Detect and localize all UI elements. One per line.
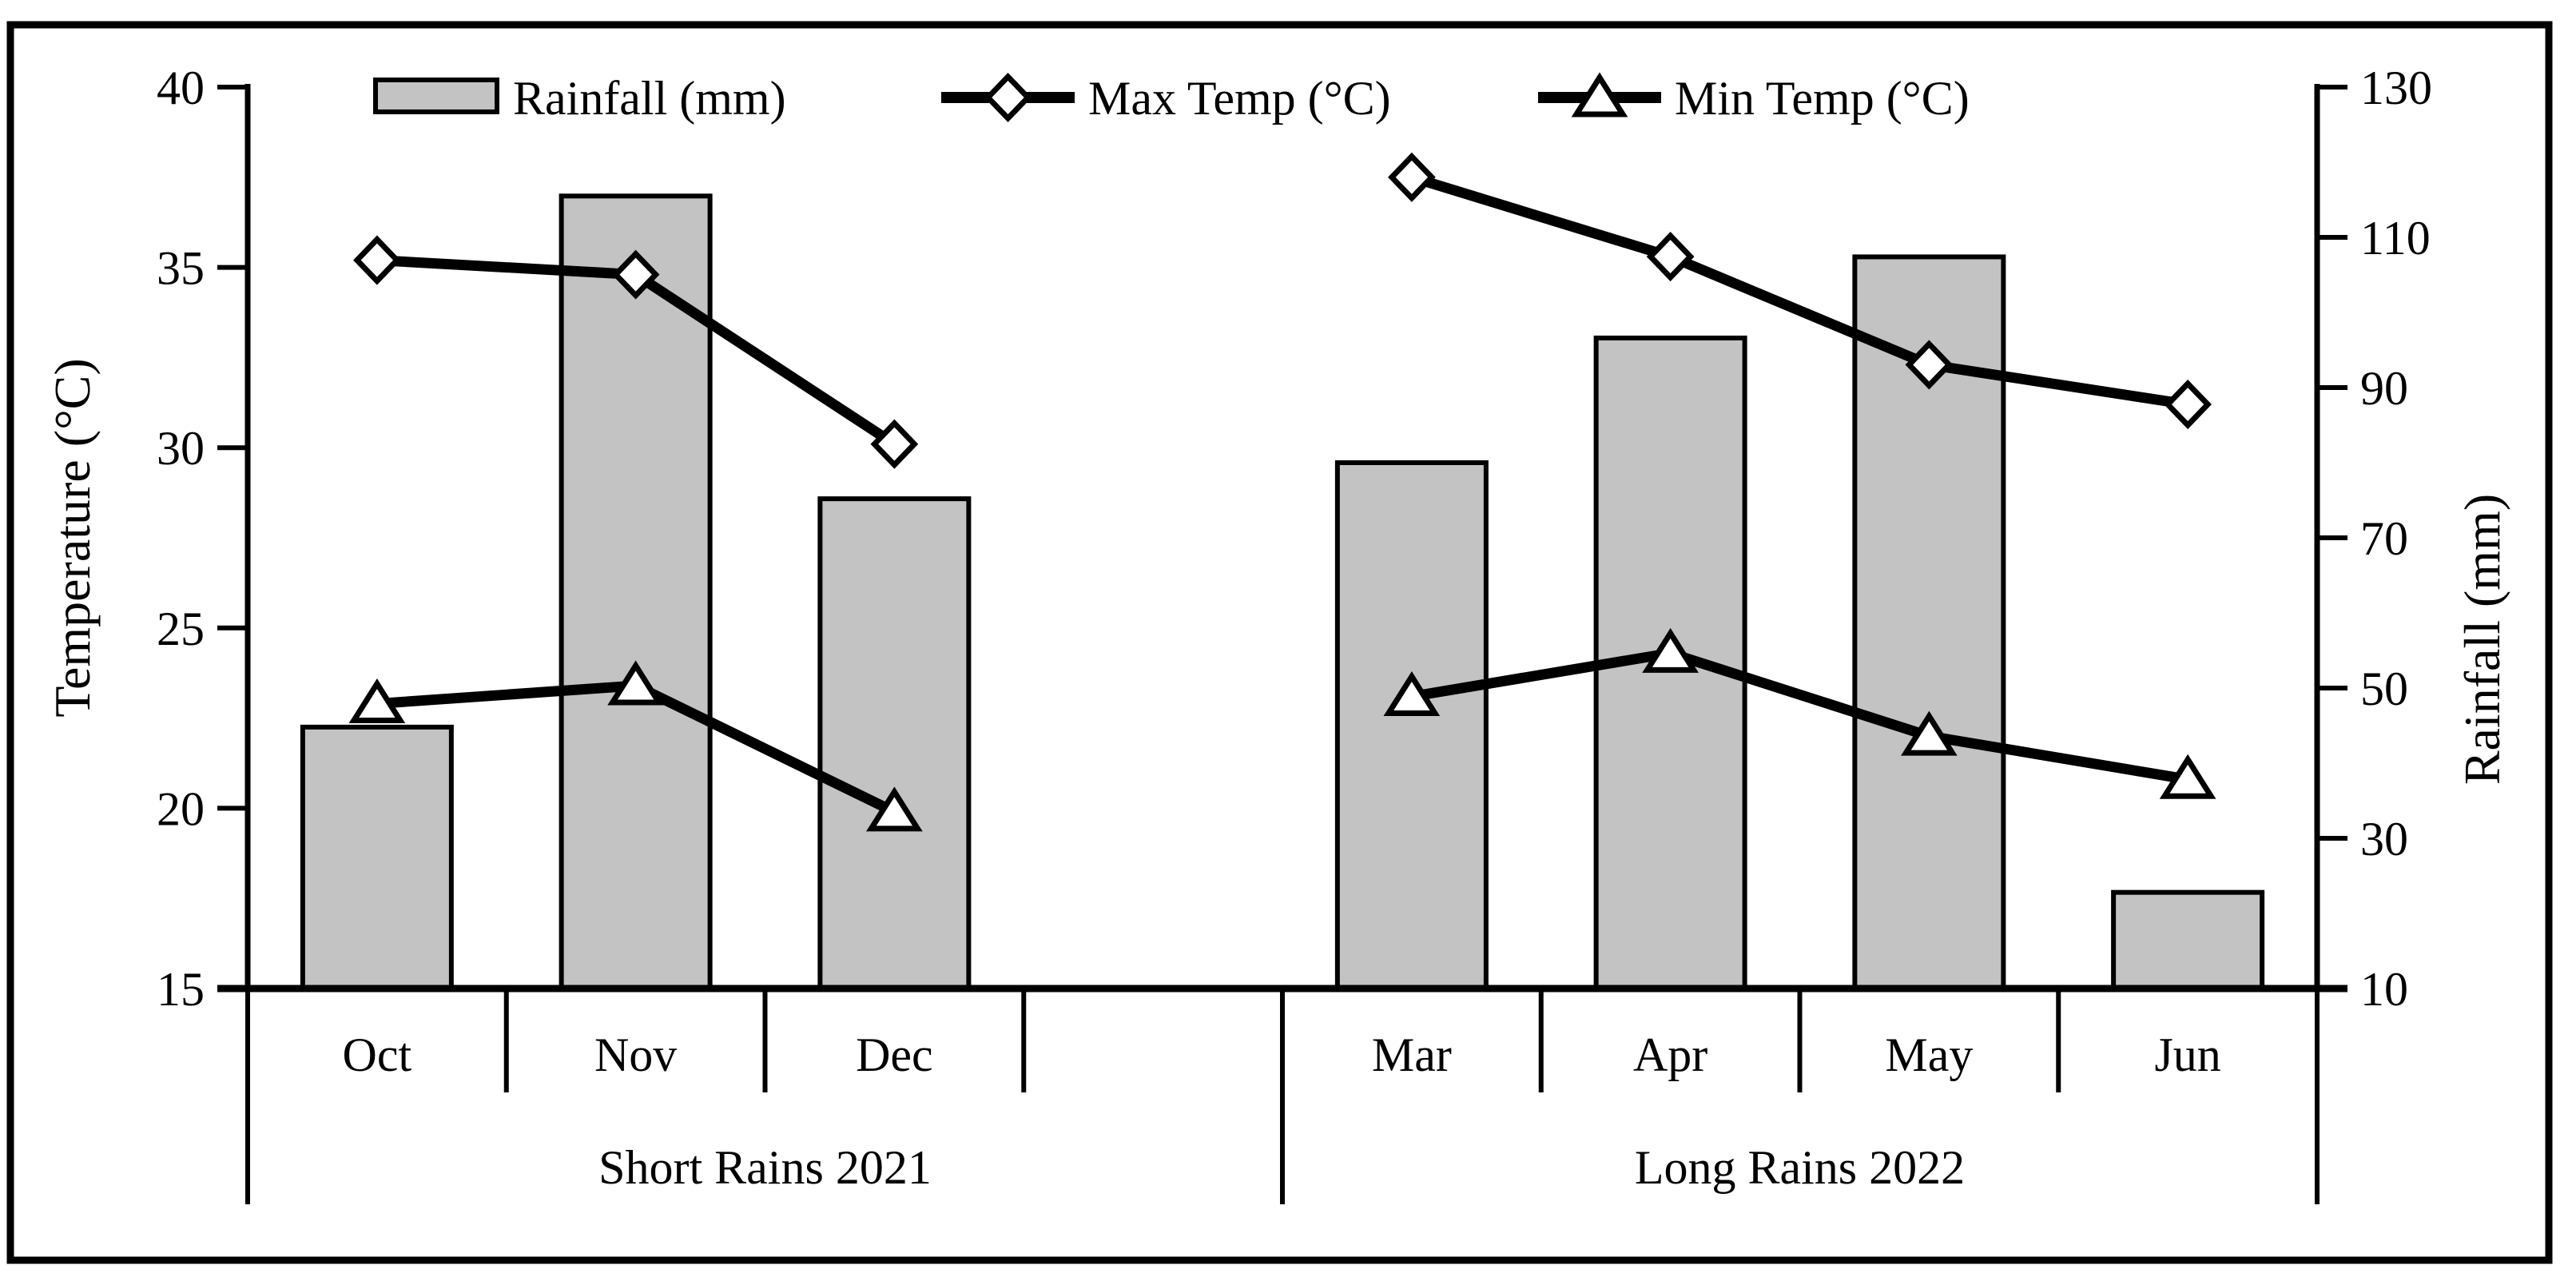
diamond-marker-oct — [353, 235, 401, 285]
triangle-marker-mar — [1383, 670, 1441, 717]
right-axis-tick-label: 10 — [2360, 963, 2408, 1016]
month-label-nov: Nov — [594, 1028, 677, 1081]
legend-label-min-temp-c: Min Temp (°C) — [1675, 72, 1970, 125]
left-axis-tick-label: 40 — [157, 62, 205, 114]
figure-border — [6, 21, 2553, 1264]
month-label-mar: Mar — [1372, 1028, 1452, 1081]
triangle-marker-nov — [607, 660, 664, 706]
group-label-short-rains-2021: Short Rains 2021 — [598, 1141, 932, 1194]
bar-oct — [300, 724, 454, 991]
left-axis-tick-label: 30 — [157, 422, 205, 475]
month-label-jun: Jun — [2154, 1028, 2220, 1081]
right-axis-tick-label: 50 — [2360, 662, 2408, 715]
right-axis-tick-label: 70 — [2360, 512, 2408, 565]
left-axis-tick-label: 20 — [157, 782, 205, 835]
month-label-dec: Dec — [856, 1028, 933, 1081]
legend-triangle-marker — [1571, 72, 1628, 117]
diamond-marker-apr — [1646, 232, 1695, 282]
right-axis-tick-label: 90 — [2360, 362, 2408, 415]
right-axis-tick-label: 30 — [2360, 813, 2408, 865]
bar-mar — [1334, 460, 1489, 991]
legend-diamond-marker — [984, 72, 1032, 123]
diamond-marker-dec — [870, 419, 919, 469]
month-label-oct: Oct — [343, 1028, 412, 1081]
diamond-marker-nov — [611, 249, 660, 300]
legend-swatch-rainfall-mm — [373, 78, 499, 114]
bar-dec — [817, 496, 972, 991]
left-axis-title: Temperature (°C) — [44, 358, 101, 717]
min-temp-c-line-segment-1 — [1406, 647, 2193, 785]
left-axis-tick-label: 35 — [157, 242, 205, 295]
triangle-marker-oct — [348, 678, 406, 724]
legend-label-rainfall-mm: Rainfall (mm) — [513, 72, 786, 125]
right-axis-tick-label: 130 — [2360, 62, 2432, 114]
bar-jun — [2111, 889, 2265, 992]
max-temp-c-line-segment-1 — [1406, 172, 2193, 410]
bar-nov — [559, 193, 713, 992]
triangle-marker-may — [1901, 710, 1958, 756]
triangle-marker-apr — [1642, 627, 1699, 673]
legend-label-max-temp-c: Max Temp (°C) — [1088, 72, 1391, 125]
diamond-marker-jun — [2164, 380, 2212, 430]
diamond-marker-may — [1905, 340, 1954, 390]
triangle-marker-jun — [2159, 754, 2216, 799]
right-axis-title: Rainfall (mm) — [2454, 494, 2510, 785]
diamond-marker-mar — [1388, 152, 1436, 202]
month-label-apr: Apr — [1633, 1028, 1707, 1081]
right-axis-tick-label: 110 — [2360, 212, 2431, 265]
group-label-long-rains-2022: Long Rains 2022 — [1635, 1141, 1965, 1194]
left-axis-tick-label: 15 — [157, 963, 205, 1016]
month-label-may: May — [1885, 1028, 1973, 1081]
left-axis-tick-label: 25 — [157, 603, 205, 655]
triangle-marker-dec — [866, 786, 923, 832]
